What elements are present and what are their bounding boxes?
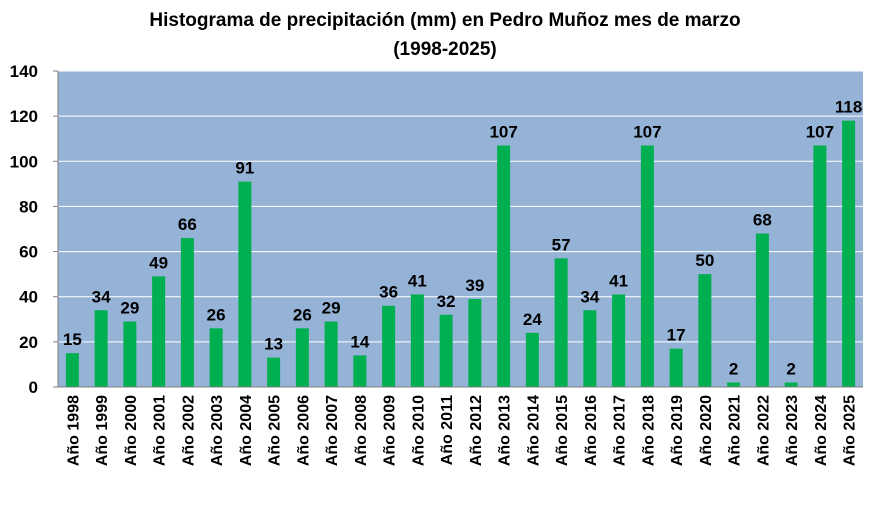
y-tick-label: 100 — [10, 152, 38, 171]
x-tick-label: Año 2020 — [698, 395, 715, 466]
data-label: 2 — [729, 359, 738, 378]
data-label: 32 — [437, 292, 456, 311]
x-tick-label: Año 2003 — [209, 395, 226, 466]
bar — [755, 233, 769, 387]
x-axis: Año 1998 Año 1999 Año 2000 Año 2001 Año 2002… — [58, 386, 863, 466]
data-label: 41 — [408, 271, 427, 290]
bar — [612, 294, 626, 387]
bars — [65, 120, 856, 388]
data-label: 24 — [523, 310, 542, 329]
bar — [727, 382, 741, 387]
data-label: 26 — [293, 305, 312, 324]
x-tick-label: Año 2021 — [727, 395, 744, 466]
x-tick-label: Año 2014 — [525, 395, 542, 466]
x-tick-label: Año 2017 — [612, 395, 629, 466]
bar — [554, 258, 568, 387]
data-label: 107 — [633, 122, 661, 141]
data-label: 107 — [806, 122, 834, 141]
chart-title: Histograma de precipitación (mm) en Pedr… — [149, 10, 740, 31]
data-label: 36 — [379, 283, 398, 302]
bar — [209, 328, 223, 387]
x-tick-label: Año 2018 — [640, 395, 657, 466]
data-label: 107 — [489, 122, 517, 141]
bar — [784, 382, 798, 387]
bar — [468, 298, 482, 387]
data-labels: 15 34 29 49 66 26 91 13 26 29 14 36 41 32 39 107 24 57 34 4… — [63, 98, 862, 379]
data-label: 13 — [264, 335, 283, 354]
data-label: 17 — [667, 326, 686, 345]
x-tick-label: Año 2012 — [468, 395, 485, 466]
x-tick-label: Año 2004 — [238, 395, 255, 466]
bar — [382, 305, 396, 387]
data-label: 68 — [753, 211, 772, 230]
bar — [152, 276, 166, 387]
y-tick-label: 140 — [10, 62, 38, 81]
x-tick-label: Año 2001 — [152, 395, 169, 466]
bar — [813, 145, 827, 387]
data-label: 15 — [63, 330, 82, 349]
bar — [65, 353, 79, 387]
y-tick-label: 60 — [19, 243, 38, 262]
x-tick-label: Año 2007 — [324, 395, 341, 466]
data-label: 41 — [609, 271, 628, 290]
bar — [583, 310, 597, 387]
data-label: 29 — [322, 299, 341, 318]
bar — [842, 120, 856, 388]
x-tick-label: Año 2010 — [410, 395, 427, 466]
bar — [94, 310, 108, 387]
x-tick-label: Año 2005 — [267, 395, 284, 466]
bar — [123, 321, 137, 387]
y-tick-label: 40 — [19, 288, 38, 307]
x-tick-label: Año 2008 — [353, 395, 370, 466]
data-label: 91 — [235, 159, 254, 178]
x-tick-label: Año 2023 — [784, 395, 801, 466]
data-label: 49 — [149, 253, 168, 272]
bar — [410, 294, 424, 387]
data-label: 118 — [835, 98, 862, 117]
x-tick-label: Año 1998 — [65, 395, 82, 466]
x-tick-label: Año 2011 — [439, 395, 456, 465]
data-label: 50 — [695, 251, 714, 270]
x-tick-label: Año 2006 — [295, 395, 312, 466]
x-tick-label: Año 2015 — [554, 395, 571, 466]
y-axis: 0 20 40 60 80 100 120 140 — [10, 62, 59, 397]
x-tick-label: Año 2016 — [583, 395, 600, 466]
bar — [669, 348, 683, 387]
data-label: 2 — [786, 359, 795, 378]
x-tick-label: Año 1999 — [94, 395, 111, 466]
x-tick-label: Año 2002 — [180, 395, 197, 466]
bar — [238, 181, 252, 387]
x-tick-label: Año 2024 — [813, 395, 830, 466]
y-tick-label: 20 — [19, 333, 38, 352]
y-tick-label: 120 — [10, 107, 38, 126]
bar — [180, 238, 194, 387]
x-tick-label: Año 2022 — [755, 395, 772, 466]
bar — [267, 357, 281, 387]
data-label: 34 — [580, 287, 599, 306]
y-tick-label: 80 — [19, 197, 38, 216]
data-label: 14 — [350, 332, 369, 351]
bar — [525, 332, 539, 387]
bar — [497, 145, 511, 387]
y-tick-label: 0 — [29, 378, 38, 397]
bar — [353, 355, 367, 387]
x-tick-label: Año 2000 — [123, 395, 140, 466]
x-tick-label: Año 2009 — [382, 395, 399, 466]
data-label: 57 — [552, 235, 571, 254]
bar — [439, 314, 453, 387]
x-tick-label: Año 2013 — [497, 395, 514, 466]
data-label: 29 — [120, 299, 139, 318]
data-label: 26 — [207, 305, 226, 324]
bar — [295, 328, 309, 387]
chart-subtitle: (1998-2025) — [393, 39, 497, 60]
data-label: 39 — [465, 276, 484, 295]
data-label: 66 — [178, 215, 197, 234]
bar — [640, 145, 654, 387]
data-label: 34 — [92, 287, 111, 306]
bar — [698, 274, 712, 387]
x-tick-label: Año 2019 — [669, 395, 686, 466]
bar — [324, 321, 338, 387]
x-tick-label: Año 2025 — [842, 395, 859, 466]
